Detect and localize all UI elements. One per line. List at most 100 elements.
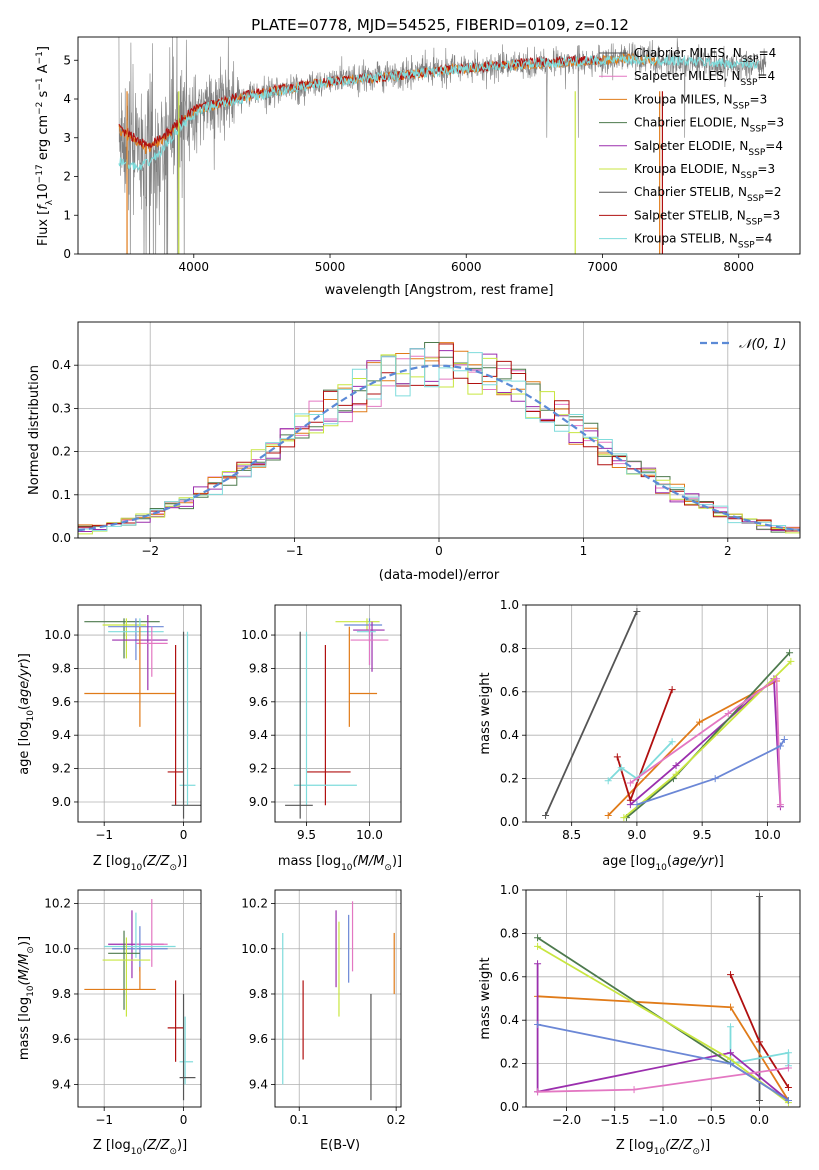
axes-frame bbox=[77, 889, 202, 1108]
axes-frame bbox=[525, 889, 801, 1108]
plot-area bbox=[542, 608, 795, 822]
plot-area bbox=[84, 615, 201, 819]
x-tick-label: 10.0 bbox=[754, 828, 781, 842]
label-part: )] bbox=[714, 854, 724, 869]
y-tick-label: 0.8 bbox=[500, 926, 519, 940]
x-axis-label: Z [log10(Z/Z⊙)] bbox=[616, 1138, 710, 1157]
label-part: (Z/Z bbox=[142, 854, 170, 869]
label-part: SSP bbox=[746, 217, 763, 227]
weight-marker bbox=[630, 1086, 638, 1094]
legend-entry: Chabrier MILES, NSSP=4 bbox=[634, 46, 776, 65]
legend-entry: 𝒩(0, 1) bbox=[739, 337, 786, 352]
weight-marker bbox=[784, 1049, 792, 1057]
x-axis-label: E(B-V) bbox=[320, 1138, 360, 1153]
y-tick-label: 9.0 bbox=[52, 795, 71, 809]
label-part: 10 bbox=[26, 710, 36, 722]
x-tick-label: −1.0 bbox=[648, 1113, 677, 1127]
label-part: Kroupa MILES, N bbox=[634, 92, 733, 106]
y-tick-label: 10.0 bbox=[241, 942, 268, 956]
x-tick-label: 5000 bbox=[315, 260, 346, 274]
legend-entry: Kroupa STELIB, NSSP=4 bbox=[634, 232, 772, 251]
x-tick-label: 1 bbox=[580, 544, 588, 558]
label-part: 10 bbox=[341, 863, 353, 873]
label-part: ( bbox=[17, 705, 32, 710]
x-axis-label: Z [log10(Z/Z⊙)] bbox=[93, 854, 187, 873]
weight-marker bbox=[633, 608, 641, 616]
label-part: Kroupa ELODIE, N bbox=[634, 162, 741, 176]
x-tick-label: 0.0 bbox=[750, 1113, 769, 1127]
x-tick-label: −1.5 bbox=[600, 1113, 629, 1127]
y-tick-label: 10.2 bbox=[241, 897, 268, 911]
label-part: Z [log bbox=[93, 854, 131, 869]
x-tick-label: −0.5 bbox=[697, 1113, 726, 1127]
y-tick-label: 0.4 bbox=[500, 728, 519, 742]
x-tick-label: 0.1 bbox=[290, 1113, 309, 1127]
label-part: )] bbox=[392, 854, 402, 869]
weight-marker bbox=[727, 1049, 735, 1057]
weight-series-line bbox=[629, 677, 782, 805]
gaussian-curve bbox=[78, 364, 800, 532]
y-tick-label: 9.8 bbox=[52, 661, 71, 675]
weight-marker bbox=[604, 777, 612, 785]
weight-vs-age-panel: 8.5 9.0 9.5 10.0 0.0 0.2 0.4 0.6 0.8 1.0 mass weig… bbox=[478, 598, 801, 873]
weight-marker bbox=[755, 1038, 763, 1046]
axes-frame bbox=[525, 604, 801, 823]
axes-frame bbox=[274, 604, 402, 823]
axes-frame bbox=[77, 321, 801, 539]
label-part: SSP bbox=[748, 148, 765, 158]
label-part: s bbox=[36, 90, 51, 101]
label-part: =3 bbox=[757, 162, 775, 176]
plot-area bbox=[118, 37, 767, 254]
y-tick-label: 4 bbox=[63, 92, 71, 106]
weight-marker bbox=[672, 762, 680, 770]
y-axis-label: Normed distribution bbox=[27, 365, 42, 495]
plot-area bbox=[282, 901, 395, 1101]
y-axis-label: mass [log10(M/M⊙)] bbox=[17, 936, 36, 1060]
weight-marker bbox=[534, 960, 542, 968]
y-tick-label: 0.4 bbox=[52, 358, 71, 372]
weight-marker bbox=[534, 934, 542, 942]
label-part: Chabrier ELODIE, N bbox=[634, 116, 750, 130]
label-part: Salpeter STELIB, N bbox=[634, 208, 746, 222]
label-part: )] bbox=[177, 854, 187, 869]
label-part: ] bbox=[36, 46, 51, 51]
y-tick-label: 10.0 bbox=[241, 628, 268, 642]
y-tick-label: 1.0 bbox=[500, 883, 519, 897]
y-tick-label: 9.6 bbox=[249, 695, 268, 709]
observed-flux-line bbox=[118, 37, 767, 254]
weight-marker bbox=[784, 1064, 792, 1072]
weight-series-line bbox=[544, 611, 638, 816]
y-axis-label: mass weight bbox=[478, 957, 493, 1039]
label-part: =4 bbox=[757, 69, 775, 83]
label-part: (M/M bbox=[353, 854, 385, 869]
y-tick-label: 0.2 bbox=[500, 1057, 519, 1071]
weight-series-line bbox=[607, 741, 673, 782]
weight-marker bbox=[534, 942, 542, 950]
label-part: =4 bbox=[759, 46, 777, 60]
weight-marker bbox=[755, 1096, 763, 1104]
label-part: (M/M bbox=[17, 954, 32, 986]
plot-area bbox=[534, 893, 792, 1107]
weight-marker bbox=[711, 775, 719, 783]
weight-marker bbox=[620, 814, 628, 822]
label-part: )] bbox=[17, 653, 32, 663]
y-tick-label: 0.0 bbox=[500, 815, 519, 829]
plot-area bbox=[78, 342, 800, 536]
y-tick-label: 9.6 bbox=[52, 1032, 71, 1046]
y-tick-label: 10.0 bbox=[44, 942, 71, 956]
label-part: f bbox=[36, 203, 51, 210]
label-part: )] bbox=[177, 1138, 187, 1153]
label-part: A bbox=[36, 64, 51, 77]
x-tick-label: −1 bbox=[95, 828, 113, 842]
x-tick-label: 10.0 bbox=[356, 828, 383, 842]
label-part: 10 bbox=[655, 863, 667, 873]
y-tick-label: 0.6 bbox=[500, 685, 519, 699]
weight-marker bbox=[626, 779, 634, 787]
x-axis-label: wavelength [Angstrom, rest frame] bbox=[325, 283, 554, 298]
x-tick-label: 8000 bbox=[723, 260, 754, 274]
model-fit-line bbox=[118, 55, 603, 148]
x-tick-label: −1 bbox=[95, 1113, 113, 1127]
y-axis-label: Flux [fλ10−17 erg cm−2 s−1 A−1] bbox=[35, 46, 55, 246]
weight-marker bbox=[604, 811, 612, 819]
weight-marker bbox=[727, 1003, 735, 1011]
